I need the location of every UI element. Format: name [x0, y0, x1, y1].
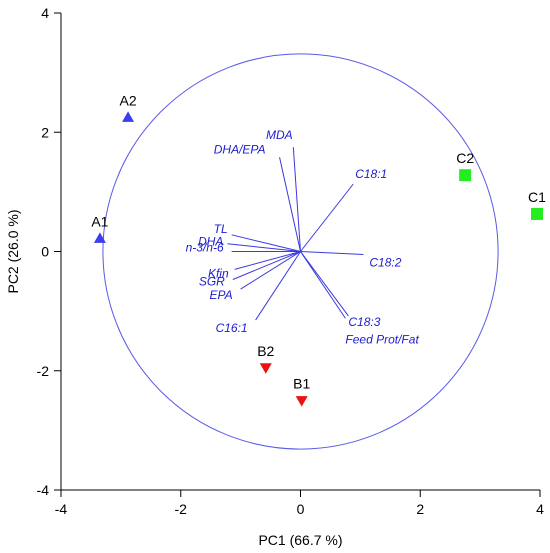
point-b1: [295, 396, 308, 407]
loading-vector-c18-1: [300, 183, 354, 252]
point-c2: [459, 169, 472, 182]
loading-vector-mda: [292, 147, 301, 252]
x-tick-label: -2: [175, 501, 188, 517]
y-tick-label: -2: [37, 363, 50, 379]
loading-vector-tl: [231, 234, 301, 252]
y-tick-label: 4: [41, 5, 49, 21]
loading-label-c16-1: C16:1: [216, 321, 248, 335]
x-axis-title: PC1 (66.7 %): [258, 532, 342, 548]
loading-vector-feed-prot-fat: [300, 251, 346, 319]
x-tick-label: -4: [55, 501, 68, 517]
point-c1: [531, 207, 544, 220]
point-label-c1: C1: [528, 189, 546, 205]
loading-label-feed-prot-fat: Feed Prot/Fat: [345, 332, 419, 346]
loading-vector-c18-2: [300, 251, 364, 255]
loading-label-sgr: SGR: [199, 275, 225, 289]
point-label-b1: B1: [293, 376, 310, 392]
loading-vector-sgr: [232, 251, 301, 280]
correlation-circle: [102, 53, 499, 450]
loading-label-mda: MDA: [266, 128, 293, 142]
point-label-b2: B2: [257, 343, 274, 359]
point-label-a2: A2: [119, 92, 136, 108]
point-a1: [93, 232, 106, 243]
loading-vector-c18-3: [300, 251, 349, 317]
point-b2: [259, 363, 272, 374]
loading-vector-kfin: [234, 251, 301, 270]
loading-label-tl: TL: [214, 222, 228, 236]
point-label-a1: A1: [91, 213, 108, 229]
loading-label-kfin: Kfin: [208, 266, 229, 280]
y-tick-label: -4: [37, 482, 50, 498]
loading-label-dha: DHA: [198, 235, 223, 249]
x-tick-label: 4: [536, 501, 544, 517]
x-tick-label: 0: [297, 501, 305, 517]
y-tick-label: 2: [41, 124, 49, 140]
loading-label-epa: EPA: [210, 288, 233, 302]
loading-label-c18-2: C18:2: [369, 255, 401, 269]
loading-label-c18-3: C18:3: [348, 315, 380, 329]
x-tick-label: 2: [416, 501, 424, 517]
y-tick-label: 0: [41, 244, 49, 260]
score-points: A1 A2 B1 B2 C1 C2: [91, 92, 546, 407]
loading-label-dha-epa: DHA/EPA: [214, 142, 266, 156]
x-axis-ticks: -4 -2 0 2 4: [55, 490, 544, 517]
loading-vector-dha: [227, 243, 301, 252]
point-label-c2: C2: [456, 150, 474, 166]
loading-vector-dha-epa: [279, 157, 301, 252]
loading-vector-c16-1: [255, 251, 301, 321]
loading-vector-epa: [240, 251, 301, 290]
y-axis-ticks: -4 -2 0 2 4: [37, 5, 61, 498]
point-a2: [122, 111, 135, 122]
loading-label-c18-1: C18:1: [355, 167, 387, 181]
y-axis-title: PC2 (26.0 %): [5, 209, 21, 293]
loading-label-n-3-n-6: n-3/n-6: [186, 241, 224, 255]
